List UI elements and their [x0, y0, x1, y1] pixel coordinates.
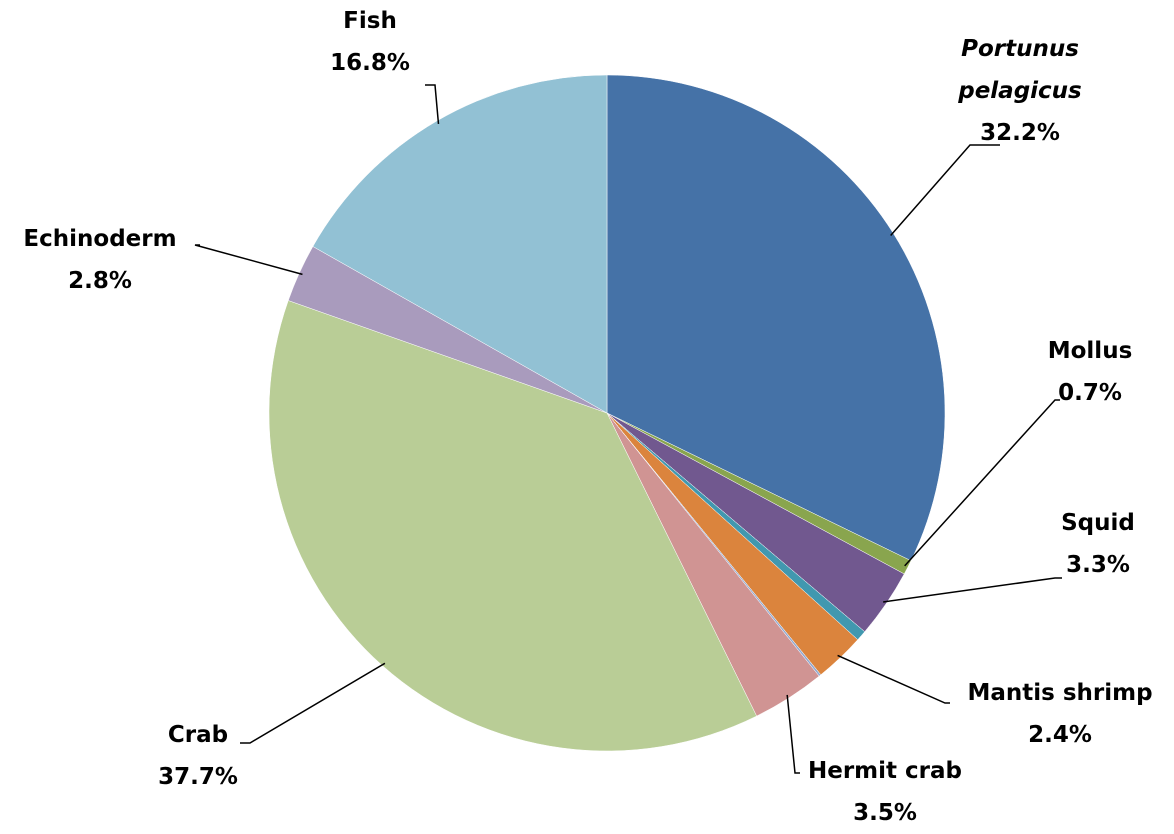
leader-line — [904, 399, 1060, 567]
data-label: Echinoderm 2.8% — [23, 218, 176, 302]
pie-slice — [268, 300, 757, 752]
pie-slice — [606, 74, 946, 562]
data-label: Portunus pelagicus 32.2% — [945, 28, 1095, 154]
leader-line — [194, 244, 303, 276]
data-label: Hermit crab 3.5% — [808, 750, 962, 834]
data-label: Mollus 0.7% — [1048, 330, 1133, 414]
leader-line — [786, 694, 800, 774]
value-label: 0.7% — [1058, 380, 1122, 406]
leader-line — [890, 144, 1000, 236]
data-label: Crab 37.7% — [158, 714, 238, 798]
category-name: Crab — [167, 722, 229, 748]
category-name: Squid — [1061, 510, 1135, 536]
data-label: Fish 16.8% — [330, 0, 410, 84]
data-label: Squid 3.3% — [1061, 502, 1135, 586]
category-name: Fish — [343, 8, 397, 34]
value-label: 2.4% — [1028, 722, 1092, 748]
category-name: Portunus pelagicus — [958, 36, 1082, 104]
leader-line — [240, 662, 386, 744]
value-label: 2.8% — [68, 268, 132, 294]
leader-line — [837, 654, 950, 704]
data-label: Mantis shrimp 2.4% — [967, 672, 1152, 756]
leader-line — [425, 84, 440, 124]
category-name: Mantis shrimp — [967, 680, 1153, 706]
pie-slice — [312, 74, 608, 414]
category-name: Mollus — [1047, 338, 1133, 364]
leader-line — [883, 577, 1062, 603]
value-label: 16.8% — [330, 50, 410, 76]
category-name: Echinoderm — [23, 226, 177, 252]
value-label: 32.2% — [980, 120, 1060, 146]
value-label: 3.5% — [853, 800, 917, 826]
value-label: 37.7% — [158, 764, 238, 790]
category-name: Hermit crab — [807, 758, 963, 784]
value-label: 3.3% — [1066, 552, 1130, 578]
